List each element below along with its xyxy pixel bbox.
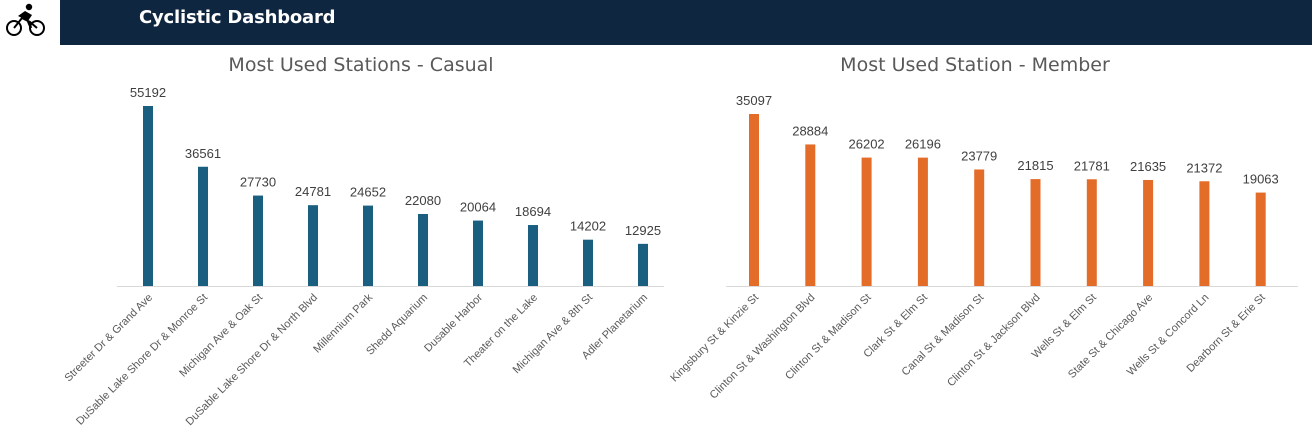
bar [363, 205, 373, 286]
chart-title: Most Used Stations - Casual [228, 54, 494, 76]
member-stations-plot: 35097 Kingsbury St & Kinzie St 28884 Clinto… [668, 93, 1298, 402]
bar [143, 106, 153, 286]
data-label: 55192 [130, 85, 166, 100]
data-label: 18694 [515, 204, 551, 219]
x-tick-label: Clinton St & Jackson Blvd [945, 292, 1043, 390]
data-label: 24652 [350, 185, 386, 200]
bar [917, 157, 928, 286]
x-tick-label: Dusable Harbor [422, 291, 485, 354]
x-tick-label: Clinton St & Washington Blvd [708, 292, 818, 402]
bar [749, 114, 759, 286]
bar [198, 166, 208, 286]
dashboard-title: Cyclistic Dashboard [139, 7, 336, 28]
chart-title: Most Used Station - Member [840, 54, 1110, 76]
bar [974, 169, 985, 286]
cyclist-icon [6, 2, 46, 38]
data-label: 14202 [570, 219, 606, 234]
data-label: 35097 [736, 93, 772, 108]
x-tick-label: Millennium Park [311, 291, 375, 355]
data-label: 36561 [185, 146, 221, 161]
member-stations-chart: Most Used Station - Member 35097 Kingsbur… [660, 48, 1312, 442]
data-label: 20064 [460, 200, 496, 215]
bar [308, 205, 318, 286]
data-label: 21635 [1130, 159, 1166, 174]
bar [861, 157, 872, 286]
data-label: 28884 [792, 123, 828, 138]
bar [583, 239, 593, 286]
bar [253, 195, 263, 286]
data-label: 26196 [905, 137, 941, 152]
bar [1255, 192, 1266, 286]
dashboard-header: Cyclistic Dashboard [60, 0, 1312, 45]
x-tick-label: Streeter Dr & Grand Ave [62, 292, 155, 385]
data-label: 22080 [405, 193, 441, 208]
data-label: 21372 [1186, 160, 1222, 175]
data-label: 23779 [961, 148, 997, 163]
data-label: 26202 [849, 137, 885, 152]
x-tick-label: Shedd Aquarium [364, 292, 430, 358]
bar [1030, 179, 1041, 286]
bar [638, 243, 648, 286]
bar [418, 213, 428, 286]
x-tick-label: Kingsbury St & Kinzie St [668, 292, 761, 385]
bar [1143, 179, 1154, 286]
data-label: 24781 [295, 184, 331, 199]
bar [1086, 179, 1097, 286]
bar [528, 225, 538, 286]
data-label: 21781 [1074, 158, 1110, 173]
data-label: 27730 [240, 175, 276, 190]
data-label: 12925 [625, 223, 661, 238]
bar [473, 220, 483, 286]
data-label: 19063 [1243, 172, 1279, 187]
bar [1199, 181, 1210, 286]
casual-stations-chart: Most Used Stations - Casual 55192 Streete… [60, 48, 680, 442]
data-label: 21815 [1017, 158, 1053, 173]
bar [805, 144, 816, 286]
